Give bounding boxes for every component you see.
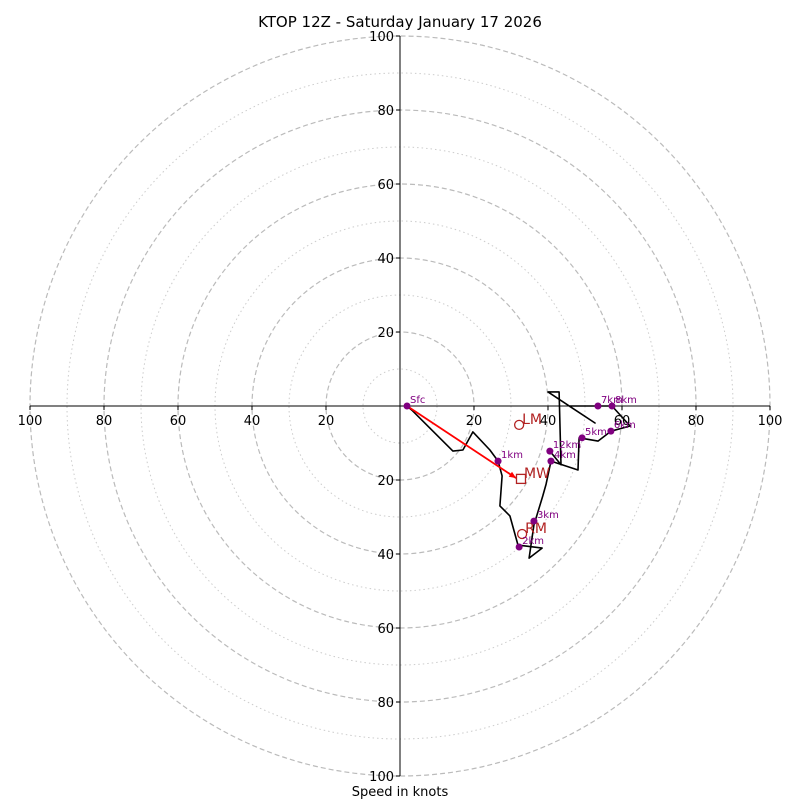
height-label-1km: 1km bbox=[501, 450, 523, 461]
height-label-2km: 2km bbox=[522, 536, 544, 547]
height-marker-6km bbox=[607, 427, 615, 435]
chart-title: KTOP 12Z - Saturday January 17 2026 bbox=[258, 13, 542, 31]
height-label-6km: 6km bbox=[614, 420, 636, 431]
hodograph-line bbox=[406, 391, 631, 559]
height-label-12km: 12km bbox=[553, 440, 581, 451]
tick-labels: 100 80 60 40 20 20 40 60 80 100 100 80 60 40 20 20 40 60 8… bbox=[18, 30, 783, 785]
height-marker-3km bbox=[530, 517, 538, 525]
height-marker-2km bbox=[515, 543, 523, 551]
height-marker-4km bbox=[547, 457, 555, 465]
height-label-4km: 4km bbox=[554, 450, 576, 461]
y-tick-label: 20 bbox=[377, 474, 394, 489]
height-marker-5km bbox=[578, 434, 586, 442]
y-tick-label: 40 bbox=[377, 252, 394, 267]
x-tick-label: 100 bbox=[758, 414, 783, 429]
height-marker-1km bbox=[494, 457, 502, 465]
height-label-sfc: Sfc bbox=[410, 395, 425, 406]
height-marker-12km bbox=[546, 447, 554, 455]
axes bbox=[30, 36, 770, 776]
x-tick-label: 20 bbox=[466, 414, 483, 429]
x-tick-label: 60 bbox=[614, 414, 631, 429]
y-tick-label: 100 bbox=[369, 770, 394, 785]
y-tick-label: 60 bbox=[377, 622, 394, 637]
height-label-7km: 7km bbox=[601, 395, 623, 406]
y-tick-label: 80 bbox=[377, 104, 394, 119]
height-label-5km: 5km bbox=[585, 427, 607, 438]
x-tick-label: 80 bbox=[96, 414, 113, 429]
height-label-3km: 3km bbox=[537, 510, 559, 521]
storm-motion-label-lm: LM bbox=[522, 412, 542, 428]
height-marker-sfc bbox=[403, 402, 411, 410]
shear-vector-line bbox=[406, 405, 517, 479]
y-tick-label: 20 bbox=[377, 326, 394, 341]
storm-motion-label-rm: RM bbox=[525, 521, 547, 537]
height-marker-8km bbox=[608, 402, 616, 410]
y-tick-label: 80 bbox=[377, 696, 394, 711]
storm-motion-marker-lm bbox=[513, 419, 525, 431]
x-tick-label: 100 bbox=[18, 414, 43, 429]
x-axis-label: Speed in knots bbox=[352, 785, 449, 800]
height-marker-7km bbox=[594, 402, 602, 410]
shear-vector-arrowhead bbox=[508, 471, 517, 479]
height-label-8km: 8km bbox=[615, 395, 637, 406]
x-tick-label: 20 bbox=[318, 414, 335, 429]
storm-motion-marker-mw bbox=[515, 473, 527, 485]
storm-motion-marker-rm bbox=[516, 528, 528, 540]
storm-motion-label-mw: MW bbox=[524, 466, 550, 482]
x-tick-label: 40 bbox=[540, 414, 557, 429]
x-tick-label: 80 bbox=[688, 414, 705, 429]
x-tick-label: 40 bbox=[244, 414, 261, 429]
y-tick-label: 40 bbox=[377, 548, 394, 563]
y-tick-label: 100 bbox=[369, 30, 394, 45]
x-tick-label: 60 bbox=[170, 414, 187, 429]
y-tick-label: 60 bbox=[377, 178, 394, 193]
